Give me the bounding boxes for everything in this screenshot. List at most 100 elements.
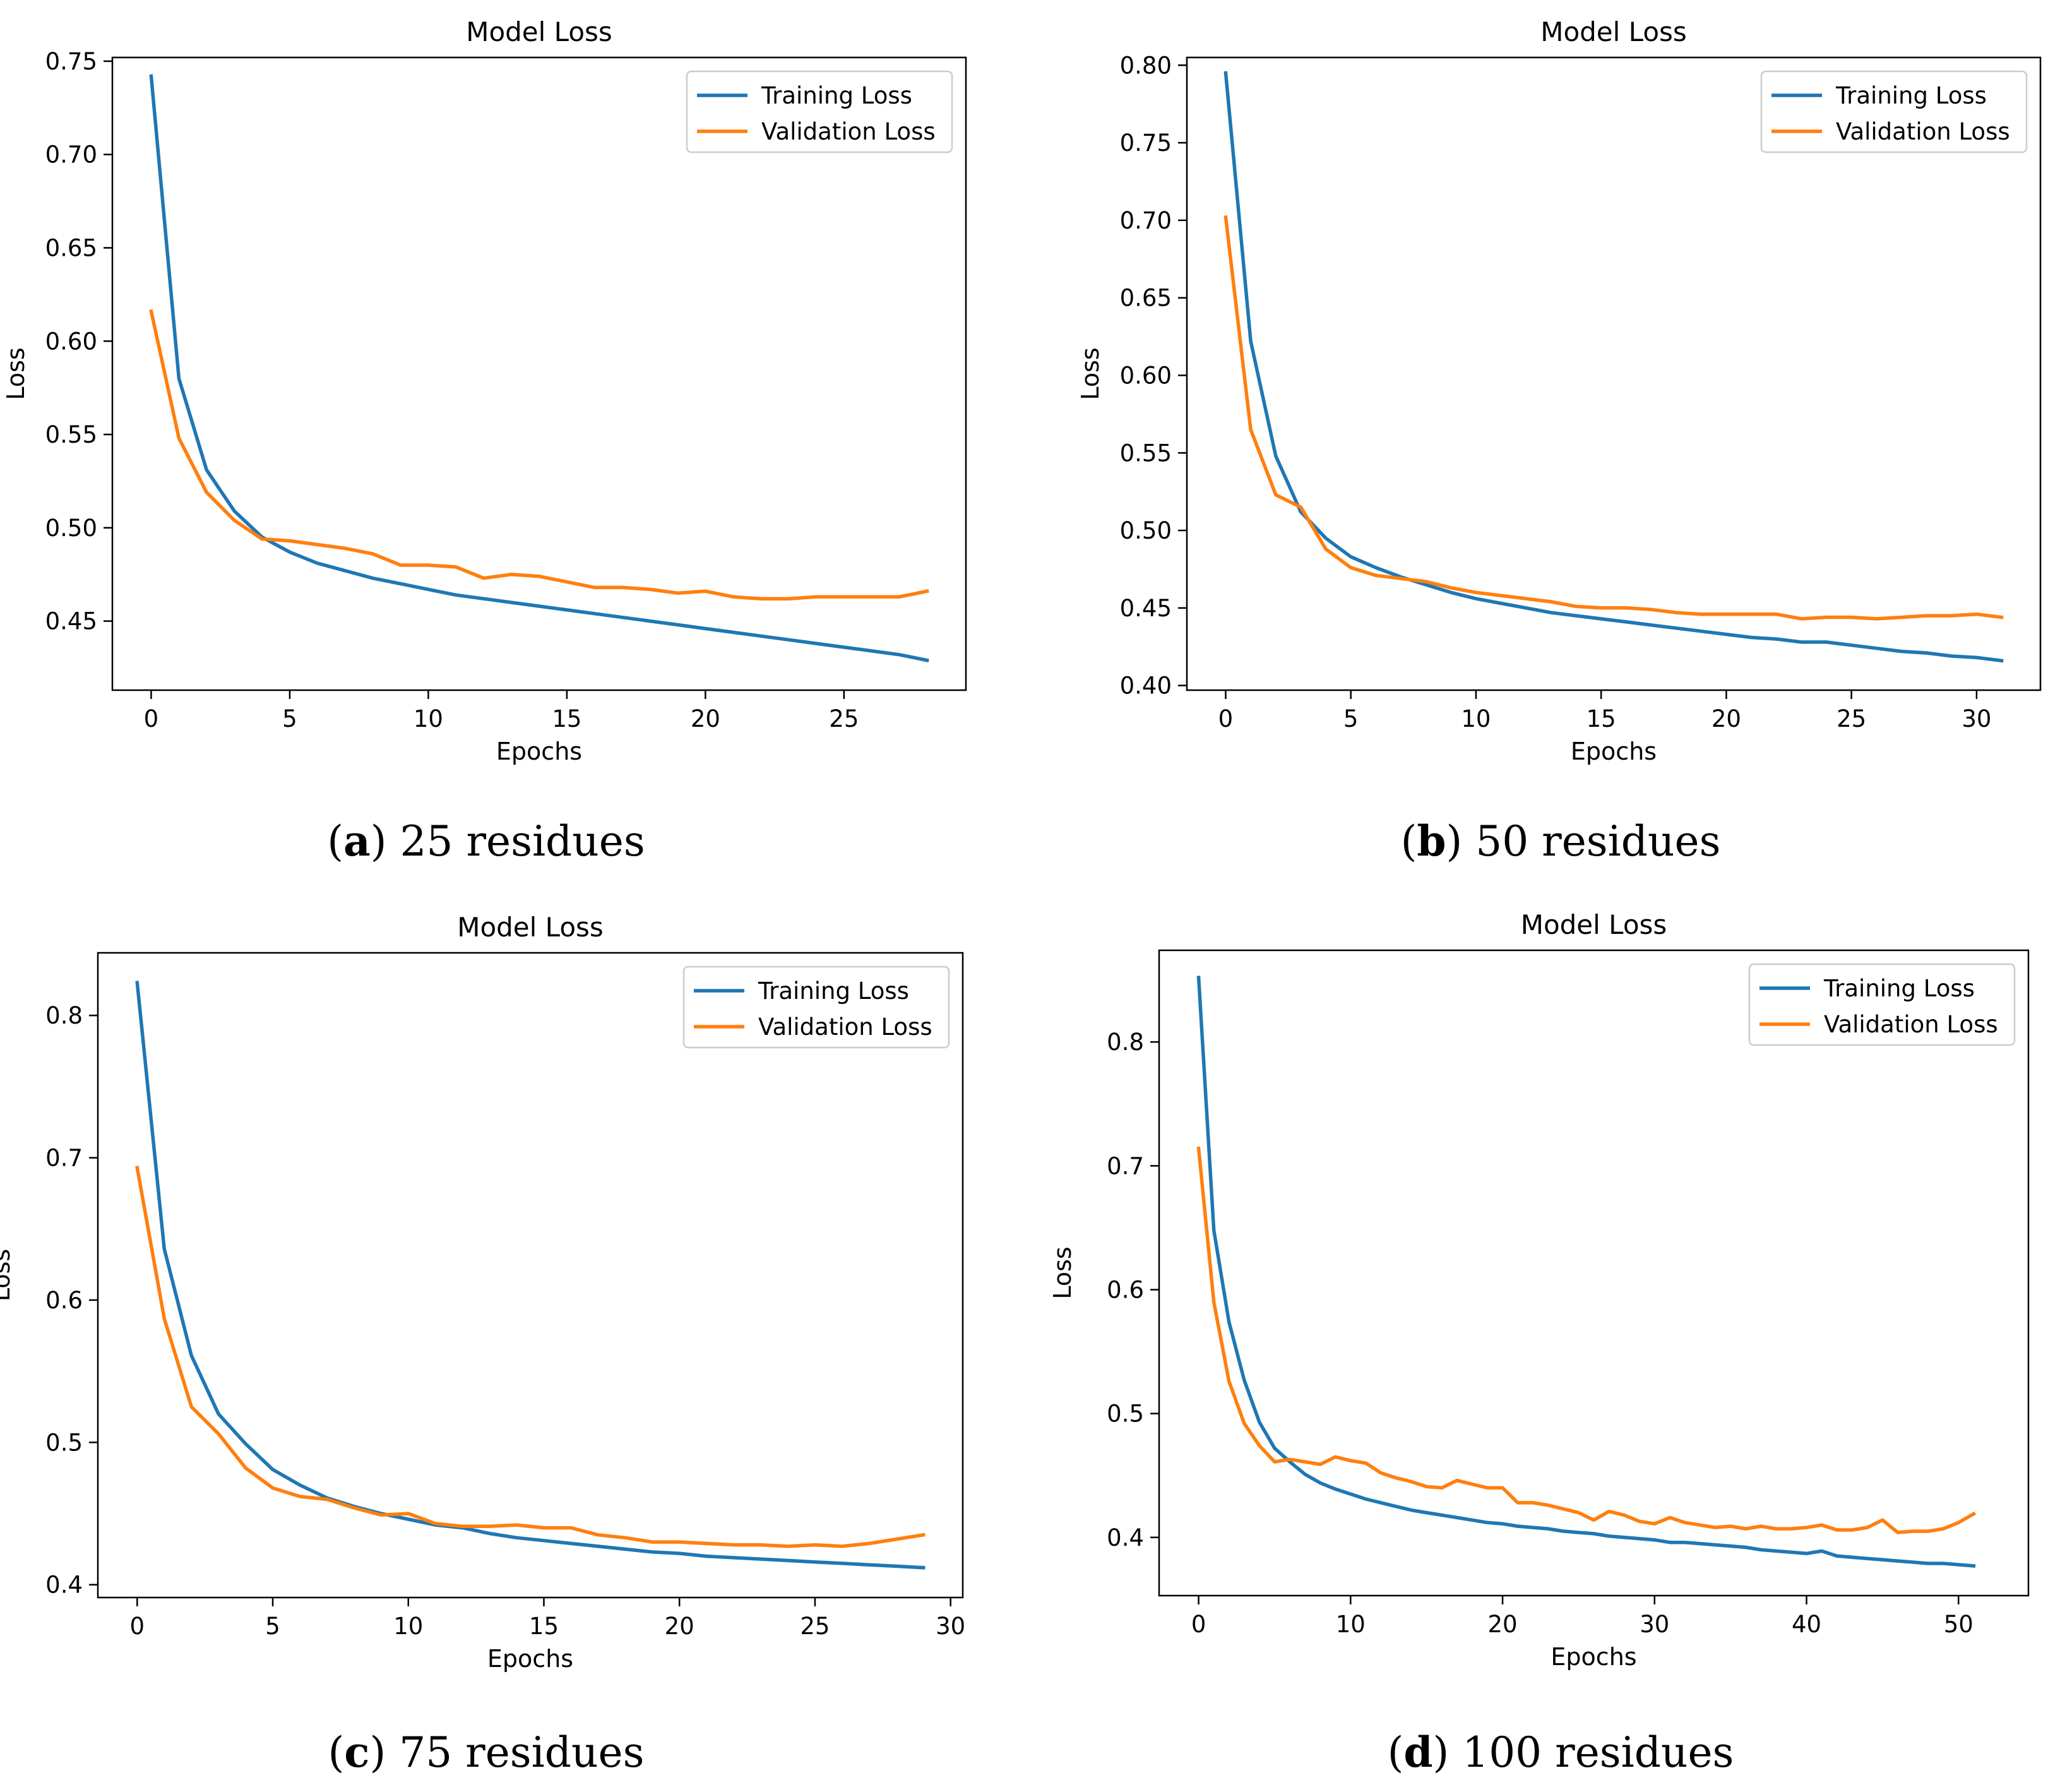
y-tick-label: 0.8 <box>1107 1029 1144 1056</box>
x-tick-label: 20 <box>1488 1611 1518 1638</box>
x-tick-label: 20 <box>691 705 720 732</box>
y-tick-label: 0.8 <box>45 1002 83 1029</box>
plot-frame <box>97 952 964 1599</box>
x-tick-label: 0 <box>129 1613 145 1640</box>
legend-box <box>682 965 950 1049</box>
y-tick-label: 0.4 <box>45 1572 83 1599</box>
panel-caption: (b) 50 residues <box>1401 816 1721 866</box>
series-line-validation-loss <box>1196 1146 1977 1534</box>
caption-paren-close: ) <box>369 1728 399 1777</box>
y-axis-label: Loss <box>1076 347 1104 400</box>
y-tick-label: 0.60 <box>45 328 97 355</box>
caption-paren-close: ) <box>1446 817 1475 866</box>
caption-letter: c <box>344 1728 369 1777</box>
series-line-training-loss <box>135 981 926 1570</box>
y-tick-label: 0.55 <box>1120 439 1172 467</box>
y-tick-label: 0.45 <box>1120 595 1172 622</box>
y-tick-label: 0.4 <box>1107 1524 1144 1551</box>
legend-box <box>686 70 953 153</box>
chart-title: Model Loss <box>1521 909 1667 940</box>
chart-title: Model Loss <box>457 912 604 943</box>
plot-frame <box>111 56 967 691</box>
x-tick-label: 5 <box>282 705 297 732</box>
caption-paren-open: ( <box>1401 817 1417 866</box>
caption-letter: d <box>1403 1728 1432 1777</box>
legend-label-training-loss: Training Loss <box>758 977 909 1005</box>
x-tick-label: 30 <box>936 1613 965 1640</box>
x-tick-label: 0 <box>1191 1611 1206 1638</box>
y-axis-label: Loss <box>1049 1246 1076 1299</box>
x-tick-label: 25 <box>829 705 859 732</box>
chart-title: Model Loss <box>466 16 612 47</box>
x-axis-label: Epochs <box>487 1645 573 1673</box>
x-axis-label: Epochs <box>496 738 582 765</box>
x-tick-label: 0 <box>144 705 159 732</box>
plot-frame <box>1186 56 2042 691</box>
x-tick-label: 30 <box>1640 1611 1669 1638</box>
x-tick-label: 15 <box>529 1613 559 1640</box>
legend: Training Loss Validation Loss <box>1748 963 2016 1046</box>
y-tick-label: 0.50 <box>45 515 97 542</box>
series-line-validation-loss <box>149 309 929 600</box>
y-axis-label: Loss <box>0 1249 15 1301</box>
y-tick-label: 0.65 <box>45 234 97 261</box>
y-tick-label: 0.60 <box>1120 362 1172 389</box>
caption-text: 50 residues <box>1475 817 1720 866</box>
series-line-training-loss <box>1196 976 1976 1568</box>
x-axis-label: Epochs <box>1551 1643 1636 1671</box>
series-line-training-loss <box>149 74 929 662</box>
caption-text: 75 residues <box>399 1728 644 1777</box>
x-tick-label: 5 <box>265 1613 280 1640</box>
chart-panel-b: Model Loss 0 5 10 15 20 25 30 0.40 0.45 0.50 0.55 0.… <box>1076 16 2042 866</box>
chart-title: Model Loss <box>1540 16 1687 47</box>
legend: Training Loss Validation Loss <box>682 965 950 1049</box>
plot-frame <box>1158 949 2030 1597</box>
x-tick-label: 15 <box>1587 705 1616 732</box>
panel-caption: (d) 100 residues <box>1388 1728 1734 1777</box>
y-tick-label: 0.70 <box>45 141 97 169</box>
legend-label-training-loss: Training Loss <box>1823 975 1975 1002</box>
y-tick-label: 0.75 <box>45 48 97 75</box>
caption-paren-close: ) <box>371 817 400 866</box>
y-tick-label: 0.70 <box>1120 207 1172 234</box>
series-line-training-loss <box>1223 71 2004 663</box>
y-tick-label: 0.75 <box>1120 129 1172 157</box>
x-tick-label: 30 <box>1962 705 1991 732</box>
y-tick-label: 0.7 <box>1107 1152 1144 1180</box>
series-line-validation-loss <box>1223 215 2004 621</box>
panel-caption: (c) 75 residues <box>328 1728 645 1777</box>
y-tick-label: 0.40 <box>1120 672 1172 700</box>
series-line-validation-loss <box>135 1166 926 1548</box>
caption-text: 100 residues <box>1462 1728 1734 1777</box>
x-tick-label: 20 <box>665 1613 694 1640</box>
legend-label-training-loss: Training Loss <box>1835 82 1987 109</box>
y-tick-label: 0.45 <box>45 608 97 635</box>
x-tick-label: 10 <box>1461 705 1491 732</box>
chart-panel-c: Model Loss 0 5 10 15 20 25 30 0.4 0.5 0.6 0.7 0.8 Epo… <box>0 912 965 1777</box>
legend-label-validation-loss: Validation Loss <box>1824 1011 1998 1038</box>
x-tick-label: 25 <box>800 1613 830 1640</box>
chart-panel-d: Model Loss 0 10 20 30 40 50 0.4 0.5 0.6 0.7 0.8 Epoc… <box>1049 909 2030 1777</box>
y-tick-label: 0.6 <box>1107 1276 1144 1303</box>
y-tick-label: 0.65 <box>1120 285 1172 312</box>
x-tick-label: 5 <box>1343 705 1359 732</box>
y-tick-label: 0.5 <box>45 1429 83 1456</box>
y-tick-label: 0.50 <box>1120 517 1172 544</box>
y-tick-label: 0.7 <box>45 1145 83 1172</box>
panel-caption: (a) 25 residues <box>327 816 645 866</box>
y-tick-label: 0.80 <box>1120 52 1172 79</box>
x-tick-label: 25 <box>1837 705 1866 732</box>
y-axis-label: Loss <box>2 347 30 400</box>
caption-text: 25 residues <box>400 817 645 866</box>
x-tick-label: 10 <box>393 1613 423 1640</box>
legend-label-validation-loss: Validation Loss <box>758 1013 932 1041</box>
x-tick-label: 40 <box>1792 1611 1821 1638</box>
y-tick-label: 0.5 <box>1107 1401 1144 1428</box>
x-tick-label: 50 <box>1944 1611 1974 1638</box>
y-tick-label: 0.6 <box>45 1287 83 1314</box>
x-tick-label: 0 <box>1218 705 1234 732</box>
legend-label-validation-loss: Validation Loss <box>761 118 936 145</box>
chart-panel-a: Model Loss 0 5 10 15 20 25 0.45 0.50 0.55 0.60 0.65… <box>2 16 967 866</box>
x-tick-label: 15 <box>552 705 581 732</box>
